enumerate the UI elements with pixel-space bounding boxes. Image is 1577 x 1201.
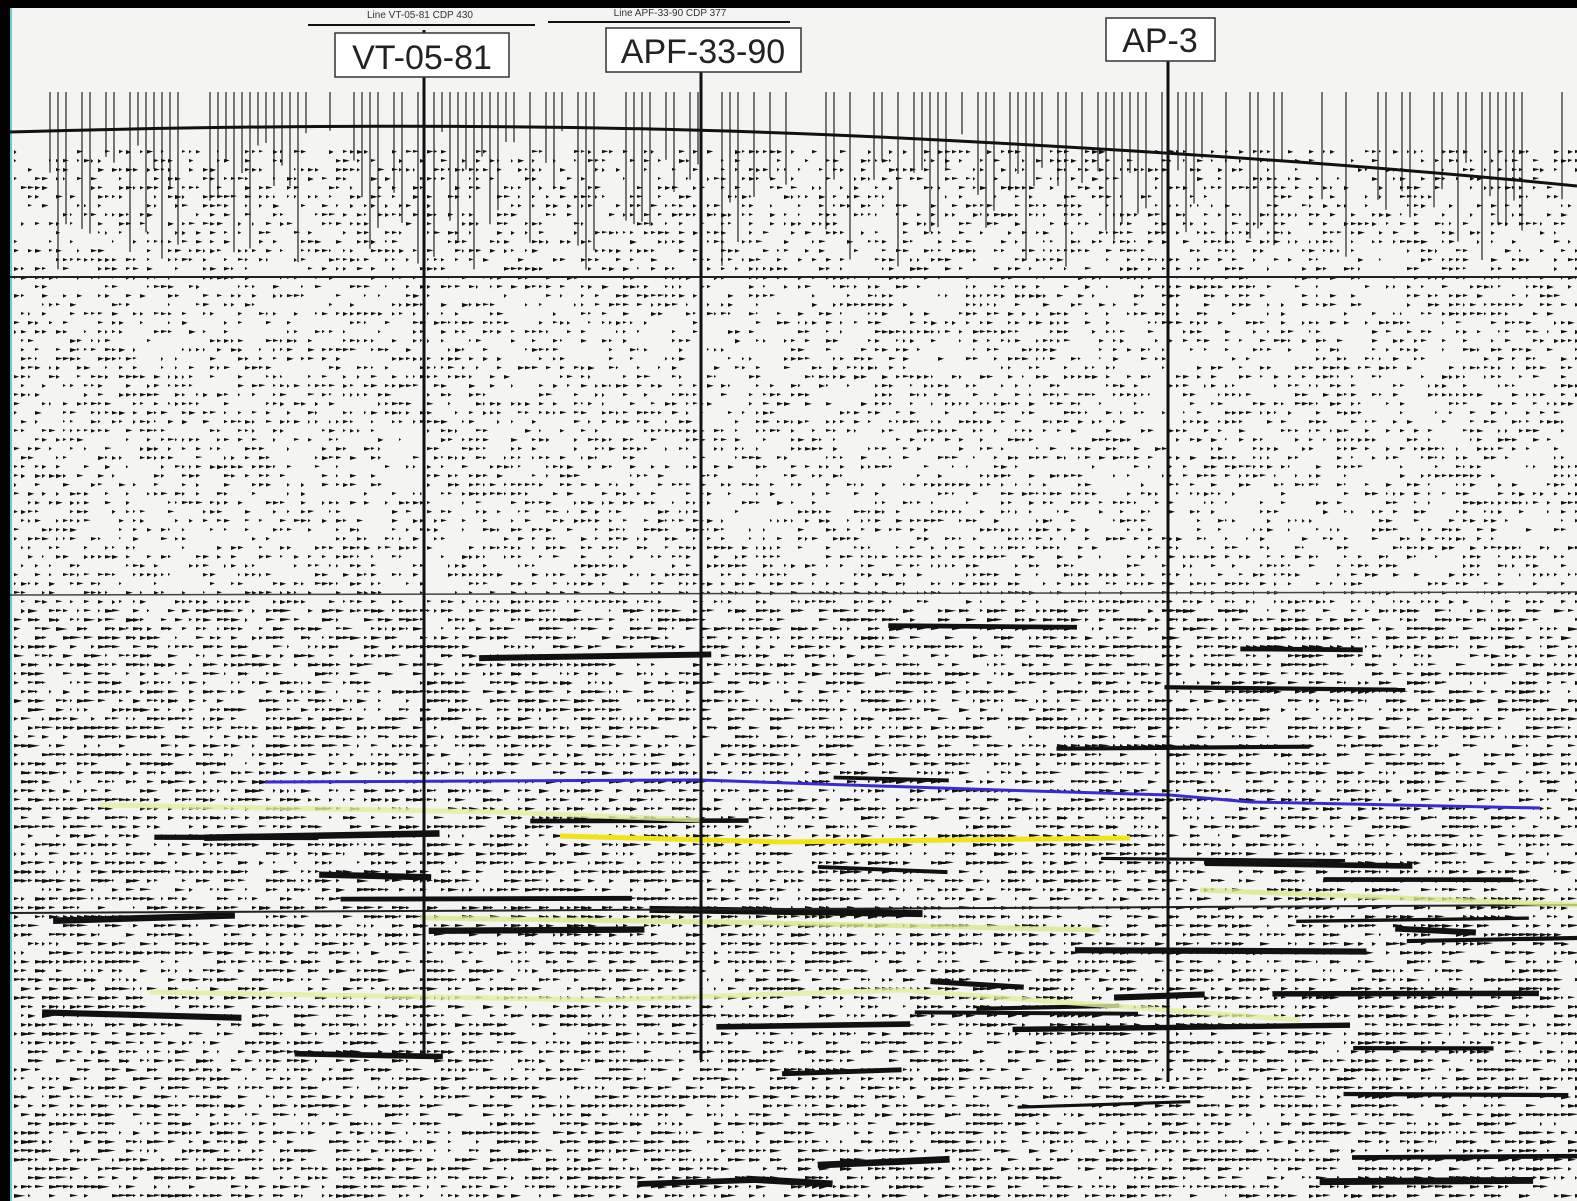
trace-mark	[1352, 1156, 1577, 1157]
seismic-section: Line VT-05-81 CDP 430 Line APF-33-90 CDP…	[0, 0, 1577, 1201]
trace-mark	[1205, 863, 1412, 866]
trace-mark	[1272, 993, 1538, 994]
seismic-image: Line VT-05-81 CDP 430 Line APF-33-90 CDP…	[0, 0, 1577, 1201]
trace-mark	[479, 654, 711, 658]
trace-mark	[1320, 1180, 1533, 1181]
line-header: Line VT-05-81 CDP 430	[367, 10, 473, 21]
trace-mark	[1114, 994, 1205, 997]
well-label: AP-3	[1122, 22, 1198, 60]
trace-mark	[319, 875, 431, 878]
trace-mark	[429, 930, 645, 931]
trace-mark	[1164, 687, 1405, 690]
well-label: APF-33-90	[621, 33, 785, 71]
trace-mark	[888, 626, 1077, 628]
line-header: Line APF-33-90 CDP 377	[614, 8, 727, 19]
trace-mark	[1395, 929, 1476, 933]
trace-mark	[1344, 1094, 1569, 1095]
well-label: VT-05-81	[352, 39, 492, 77]
trace-mark	[1240, 649, 1362, 650]
trace-mark	[1075, 950, 1366, 951]
trace-mark	[1101, 858, 1345, 860]
trace-mark	[1056, 747, 1309, 749]
trace-mark	[295, 1054, 443, 1057]
trace-mark	[341, 898, 632, 899]
trace-mark	[716, 1024, 910, 1027]
trace-mark	[915, 1012, 1138, 1013]
